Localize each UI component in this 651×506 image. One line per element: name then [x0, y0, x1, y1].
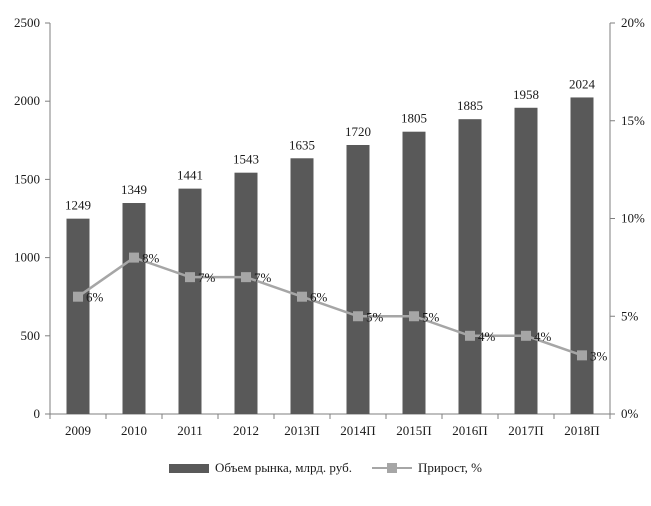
x-tick-label: 2014П	[340, 423, 375, 438]
growth-marker	[577, 350, 587, 361]
growth-value-label: 5%	[366, 309, 384, 324]
left-tick-label: 2000	[14, 93, 40, 108]
growth-marker	[241, 272, 251, 283]
growth-marker	[521, 330, 531, 341]
growth-value-label: 8%	[142, 251, 160, 266]
growth-marker	[465, 330, 475, 341]
growth-line-series	[73, 252, 587, 361]
growth-value-label: 7%	[198, 270, 216, 285]
x-tick-label: 2012	[233, 423, 259, 438]
x-tick-label: 2011	[177, 423, 203, 438]
bar-value-label: 1441	[177, 168, 203, 183]
x-tick-labels: 2009 2010 2011 2012 2013П 2014П 2015П 2016П 2017…	[65, 423, 600, 438]
bar	[66, 218, 90, 414]
bar	[458, 119, 482, 414]
x-tick-label: 2009	[65, 423, 91, 438]
legend-label-market-volume: Объем рынка, млрд. руб.	[215, 460, 352, 475]
growth-line	[77, 256, 583, 357]
legend-label-growth: Прирост, %	[417, 460, 482, 475]
growth-value-label: 6%	[86, 290, 104, 305]
bar	[122, 203, 146, 414]
growth-marker	[297, 291, 307, 302]
bar	[346, 144, 370, 414]
growth-value-label: 6%	[310, 290, 328, 305]
bar-value-label: 1543	[233, 152, 259, 167]
bar-value-labels: 1249 1349 1441 1543 1635 1720 1805 1885 1958 2024	[65, 76, 596, 212]
legend-item-market-volume[interactable]: Объем рынка, млрд. руб.	[169, 460, 352, 476]
bar-value-label: 1958	[513, 87, 539, 102]
bar	[290, 158, 314, 414]
bar-value-label: 1349	[121, 182, 147, 197]
legend: Объем рынка, млрд. руб. Прирост, %	[0, 458, 651, 478]
x-tick-label: 2010	[121, 423, 147, 438]
right-tick-label: 15%	[621, 113, 645, 128]
bar	[402, 131, 426, 414]
bar	[570, 97, 594, 414]
left-tick-label: 1500	[14, 171, 40, 186]
growth-marker	[129, 252, 139, 263]
growth-value-label: 5%	[422, 309, 440, 324]
right-tick-label: 20%	[621, 15, 645, 30]
growth-value-label: 7%	[254, 270, 272, 285]
growth-marker	[73, 291, 83, 302]
left-tick-label: 1000	[14, 250, 40, 265]
legend-swatch-bar	[169, 463, 210, 473]
right-tick-label: 10%	[621, 211, 645, 226]
growth-marker	[353, 311, 363, 322]
growth-marker	[185, 272, 195, 283]
bar	[178, 188, 202, 414]
bar	[234, 172, 258, 414]
x-tick-label: 2016П	[452, 423, 487, 438]
growth-value-labels: 6% 8% 7% 7% 6% 5% 5% 4% 4% 3%	[86, 251, 608, 364]
left-tick-label: 0	[34, 406, 41, 421]
growth-value-label: 4%	[534, 329, 552, 344]
growth-value-label: 3%	[590, 348, 608, 363]
legend-swatch-line	[371, 461, 412, 475]
bar-value-label: 1885	[457, 98, 483, 113]
x-tick-label: 2017П	[508, 423, 543, 438]
bar	[514, 107, 538, 414]
x-tick-label: 2018П	[564, 423, 599, 438]
left-tick-label: 2500	[14, 15, 40, 30]
growth-marker	[409, 311, 419, 322]
bar-value-label: 1720	[345, 124, 371, 139]
bar-value-label: 2024	[569, 76, 596, 91]
combo-chart: 0 500 1000 1500 2000 2500 0% 5% 10% 15% 20% 1249 13…	[14, 15, 645, 438]
bar-value-label: 1249	[65, 198, 91, 213]
left-tick-label: 500	[21, 328, 41, 343]
axes: 0 500 1000 1500 2000 2500 0% 5% 10% 15% 20%	[14, 15, 645, 421]
bar-series	[66, 97, 594, 414]
bar-value-label: 1635	[289, 137, 315, 152]
legend-item-growth[interactable]: Прирост, %	[371, 460, 482, 476]
bar-value-label: 1805	[401, 111, 427, 126]
x-tick-label: 2013П	[284, 423, 319, 438]
growth-value-label: 4%	[478, 329, 496, 344]
right-tick-label: 0%	[621, 406, 639, 421]
x-tick-label: 2015П	[396, 423, 431, 438]
right-tick-label: 5%	[621, 308, 639, 323]
